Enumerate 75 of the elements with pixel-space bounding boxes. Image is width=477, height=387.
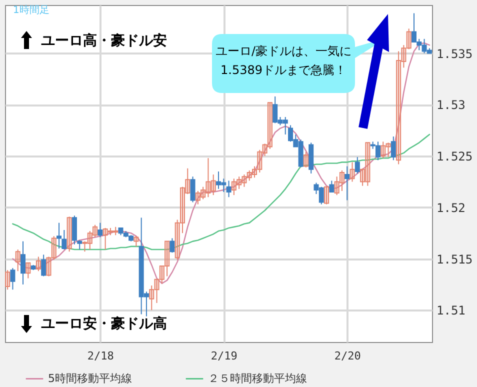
- candlestick: [72, 215, 77, 245]
- candlestick: [210, 174, 216, 196]
- candlestick: [334, 176, 340, 196]
- candlestick: [200, 186, 206, 200]
- candlestick: [56, 222, 62, 250]
- candlestick: [401, 44, 406, 68]
- x-tick-label: 2/18: [87, 350, 114, 362]
- candlestick: [66, 216, 72, 252]
- annotation: 1時間足: [13, 4, 50, 17]
- y-tick-label: 1.535: [436, 46, 473, 61]
- candlestick: [344, 166, 350, 201]
- candlestick: [242, 174, 247, 188]
- candlestick: [190, 176, 196, 203]
- candlestick: [82, 240, 88, 252]
- candlestick: [102, 227, 108, 250]
- y-tick-label: 1.53: [436, 98, 466, 112]
- y-tick-label: 1.51: [436, 304, 466, 318]
- candlestick: [92, 224, 98, 238]
- candlestick: [396, 50, 402, 165]
- candlestick: [77, 240, 82, 250]
- candlestick: [252, 166, 258, 178]
- candlestick: [26, 262, 31, 279]
- candlestick: [149, 284, 154, 311]
- candlestick: [41, 254, 46, 277]
- x-tick-label: 2/20: [334, 350, 361, 362]
- candlestick: [195, 190, 200, 205]
- candlestick: [108, 227, 113, 236]
- candlestick: [164, 240, 170, 277]
- candlestick: [339, 170, 344, 192]
- candlestick: [226, 180, 232, 198]
- candlestick: [206, 158, 211, 198]
- candlestick: [390, 136, 396, 161]
- candlestick: [36, 256, 41, 272]
- candlestick: [51, 236, 56, 260]
- y-tick-label: 1.52: [436, 200, 466, 215]
- candlestick: [154, 278, 160, 304]
- candlestick: [180, 186, 185, 234]
- candlestick: [231, 178, 236, 196]
- legend-label: ２５時間移動平均線: [208, 372, 307, 385]
- candlestick: [159, 265, 164, 284]
- candlestick: [236, 176, 242, 190]
- annotation: ユーロ高・豪ドル安: [41, 32, 167, 50]
- candlestick: [360, 168, 366, 186]
- annotation: ユーロ/豪ドルは、一気に 1.5389ドルまで急騰！: [214, 43, 353, 79]
- candlestick: [365, 142, 370, 186]
- candlestick: [406, 28, 412, 50]
- candlestick: [113, 226, 118, 236]
- candlestick: [324, 186, 330, 205]
- candlestick: [10, 268, 16, 290]
- candlestick: [185, 168, 190, 195]
- candlestick: [262, 143, 268, 157]
- candlestick: [87, 230, 92, 250]
- candlestick: [15, 249, 20, 272]
- candlestick: [267, 102, 272, 150]
- y-tick-label: 1.515: [436, 252, 473, 266]
- candlestick: [386, 142, 391, 158]
- candlestick: [174, 219, 180, 260]
- candlestick: [246, 170, 252, 182]
- candlestick: [98, 222, 103, 238]
- annotation: ユーロ安・豪ドル高: [41, 315, 167, 333]
- candlestick: [20, 240, 26, 285]
- candlestick: [5, 270, 10, 290]
- candlestick: [303, 151, 308, 168]
- x-tick-label: 2/19: [210, 350, 238, 362]
- candlestick: [257, 149, 262, 173]
- candlestick: [62, 230, 67, 250]
- candlestick: [354, 156, 360, 174]
- candlestick: [380, 141, 386, 159]
- legend-label: 5時間移動平均線: [48, 372, 132, 385]
- candlestick: [350, 162, 355, 182]
- y-tick-label: 1.525: [436, 150, 473, 164]
- candlestick: [134, 236, 139, 247]
- candlestick: [170, 238, 175, 254]
- candlestick: [46, 256, 52, 277]
- candlestick: [329, 180, 334, 192]
